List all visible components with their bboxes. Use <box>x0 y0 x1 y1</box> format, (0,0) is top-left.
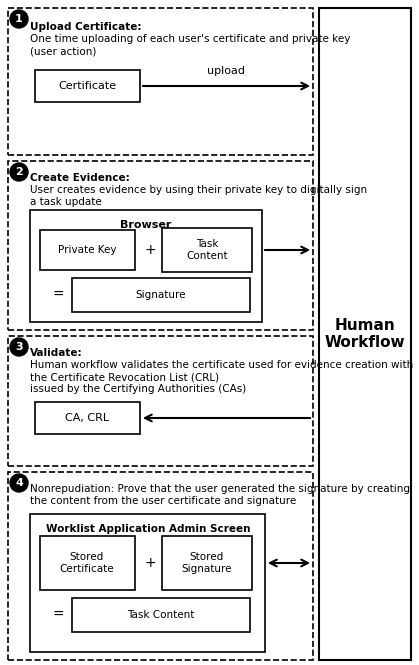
Text: =: = <box>52 608 64 622</box>
Text: the content from the user certificate and signature: the content from the user certificate an… <box>30 496 296 506</box>
Text: issued by the Certifying Authorities (CAs): issued by the Certifying Authorities (CA… <box>30 384 246 394</box>
Text: CA, CRL: CA, CRL <box>65 413 109 423</box>
Bar <box>35 402 140 434</box>
Text: the Certificate Revocation List (CRL): the Certificate Revocation List (CRL) <box>30 372 219 382</box>
Bar <box>8 161 313 330</box>
Text: Upload Certificate:: Upload Certificate: <box>30 22 142 32</box>
Text: Create Evidence:: Create Evidence: <box>30 173 130 183</box>
Text: Certificate: Certificate <box>58 81 116 91</box>
Text: upload: upload <box>207 66 246 76</box>
Bar <box>30 210 262 322</box>
Circle shape <box>10 338 28 356</box>
Text: Nonrepudiation: Prove that the user generated the signature by creating: Nonrepudiation: Prove that the user gene… <box>30 484 410 494</box>
Text: Worklist Application Admin Screen: Worklist Application Admin Screen <box>46 524 250 534</box>
Text: 2: 2 <box>15 167 23 177</box>
Text: Validate:: Validate: <box>30 348 83 358</box>
Bar <box>162 536 252 590</box>
Text: Signature: Signature <box>136 290 186 300</box>
Circle shape <box>10 474 28 492</box>
Circle shape <box>10 163 28 181</box>
Text: Stored
Signature: Stored Signature <box>182 552 232 574</box>
Text: Task
Content: Task Content <box>186 239 228 261</box>
Text: Human
Workflow: Human Workflow <box>325 318 405 350</box>
Bar <box>40 536 135 590</box>
Text: +: + <box>144 556 156 570</box>
Bar <box>40 230 135 270</box>
Text: 3: 3 <box>15 342 23 352</box>
Bar <box>8 472 313 660</box>
Text: Private Key: Private Key <box>58 245 116 255</box>
Circle shape <box>10 10 28 28</box>
Text: One time uploading of each user's certificate and private key: One time uploading of each user's certif… <box>30 34 350 44</box>
Bar <box>8 336 313 466</box>
Bar <box>35 70 140 102</box>
Text: 1: 1 <box>15 14 23 24</box>
Bar <box>162 228 252 272</box>
Text: User creates evidence by using their private key to digitally sign: User creates evidence by using their pri… <box>30 185 367 195</box>
Bar <box>72 278 250 312</box>
Text: =: = <box>52 288 64 302</box>
Text: Stored
Certificate: Stored Certificate <box>59 552 114 574</box>
Text: Human workflow validates the certificate used for evidence creation with: Human workflow validates the certificate… <box>30 360 413 370</box>
Bar <box>30 514 265 652</box>
Text: Browser: Browser <box>120 220 172 230</box>
Bar <box>8 8 313 155</box>
Text: 4: 4 <box>15 478 23 488</box>
Text: (user action): (user action) <box>30 46 96 56</box>
Text: +: + <box>144 243 156 257</box>
Text: Task Content: Task Content <box>127 610 195 620</box>
Bar <box>72 598 250 632</box>
Bar <box>319 8 411 660</box>
Text: a task update: a task update <box>30 197 102 207</box>
